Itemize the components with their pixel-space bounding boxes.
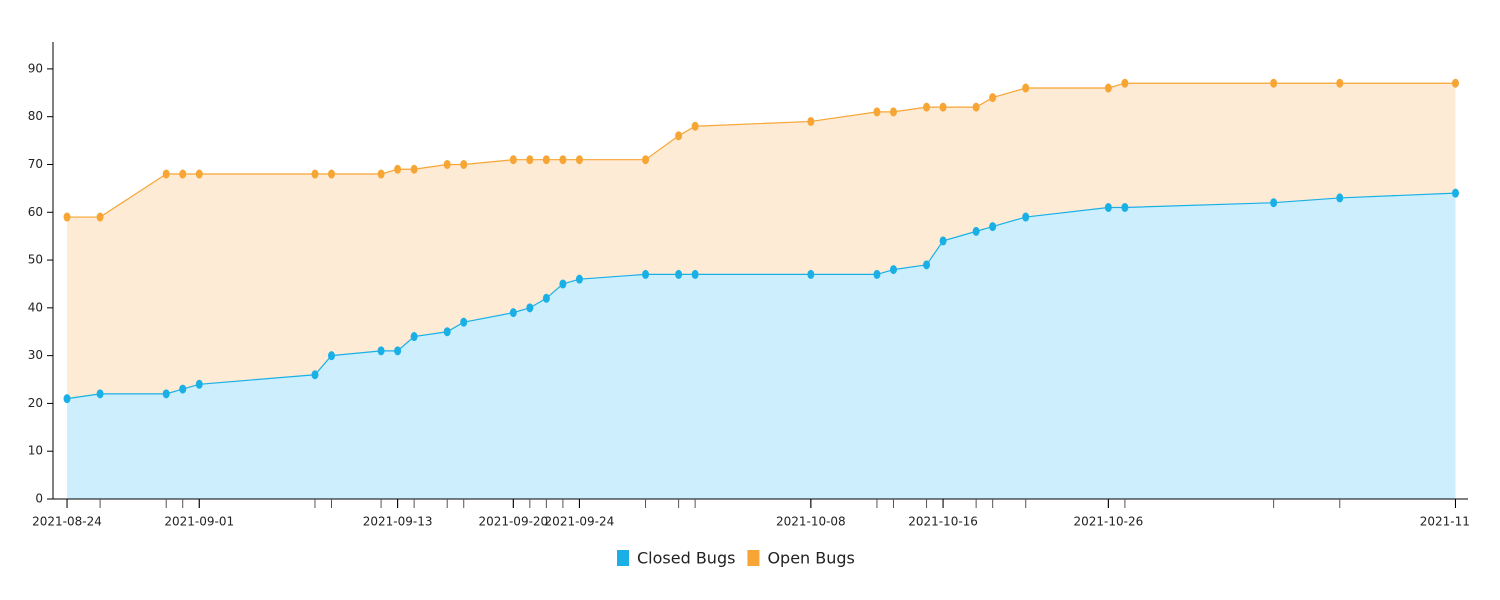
point (675, 269, 683, 279)
y-tick-label: 80 (28, 109, 43, 123)
point (311, 370, 319, 380)
x-tick-label: 2021-09-24 (545, 515, 615, 529)
x-tick-label: 2021-08-24 (32, 515, 102, 529)
point (989, 222, 997, 232)
legend-label: Closed Bugs (637, 549, 735, 568)
point (691, 121, 699, 131)
point (542, 155, 550, 165)
point (179, 384, 187, 394)
point (327, 351, 335, 361)
y-tick-label: 70 (28, 157, 43, 171)
point (526, 303, 534, 313)
point (1451, 188, 1459, 198)
point (179, 169, 187, 179)
point (873, 269, 881, 279)
point (923, 102, 931, 112)
point (972, 226, 980, 236)
point (889, 107, 897, 117)
point (195, 379, 203, 389)
point (1104, 83, 1112, 93)
point (96, 212, 104, 222)
point (162, 169, 170, 179)
point (1022, 212, 1030, 222)
point (542, 293, 550, 303)
y-tick-label: 60 (28, 205, 43, 219)
point (327, 169, 335, 179)
x-tick-label: 2021-09-13 (363, 515, 433, 529)
point (559, 155, 567, 165)
point (1270, 78, 1278, 88)
point (162, 389, 170, 399)
point (972, 102, 980, 112)
y-tick-label: 90 (28, 61, 43, 75)
point (63, 394, 71, 404)
legend-swatch (617, 550, 629, 566)
point (873, 107, 881, 117)
point (410, 332, 418, 342)
point (63, 212, 71, 222)
point (575, 274, 583, 284)
point (377, 346, 385, 356)
point (509, 155, 517, 165)
point (675, 131, 683, 141)
point (939, 236, 947, 246)
point (443, 327, 451, 337)
x-tick-label: 2021-10-08 (776, 515, 846, 529)
x-tick-label: 2021-09-01 (164, 515, 234, 529)
point (195, 169, 203, 179)
legend-label: Open Bugs (767, 549, 854, 568)
point (1336, 78, 1344, 88)
point (889, 265, 897, 275)
y-tick-label: 50 (28, 253, 43, 267)
point (559, 279, 567, 289)
point (642, 269, 650, 279)
point (1336, 193, 1344, 203)
point (939, 102, 947, 112)
point (575, 155, 583, 165)
point (460, 159, 468, 169)
point (1451, 78, 1459, 88)
area (67, 193, 1456, 499)
point (311, 169, 319, 179)
point (410, 164, 418, 174)
point (691, 269, 699, 279)
point (509, 308, 517, 318)
point (96, 389, 104, 399)
point (1121, 78, 1129, 88)
point (1022, 83, 1030, 93)
x-tick-label: 2021-10-16 (908, 515, 978, 529)
point (460, 317, 468, 327)
point (923, 260, 931, 270)
point (1121, 202, 1129, 212)
point (989, 93, 997, 103)
point (443, 159, 451, 169)
point (394, 346, 402, 356)
point (807, 116, 815, 126)
x-tick-label: 2021-09-20 (478, 515, 548, 529)
point (642, 155, 650, 165)
x-tick-label: 2021-10-26 (1073, 515, 1143, 529)
point (807, 269, 815, 279)
y-tick-label: 0 (35, 492, 43, 506)
legend-swatch (747, 550, 760, 566)
point (394, 164, 402, 174)
y-tick-label: 40 (28, 300, 43, 314)
y-tick-label: 10 (28, 444, 43, 458)
point (377, 169, 385, 179)
area (67, 83, 1456, 399)
x-tick-label: 2021-11 (1420, 515, 1470, 529)
point (1104, 202, 1112, 212)
point (526, 155, 534, 165)
point (1270, 198, 1278, 208)
y-tick-label: 20 (28, 396, 43, 410)
y-tick-label: 30 (28, 348, 43, 362)
